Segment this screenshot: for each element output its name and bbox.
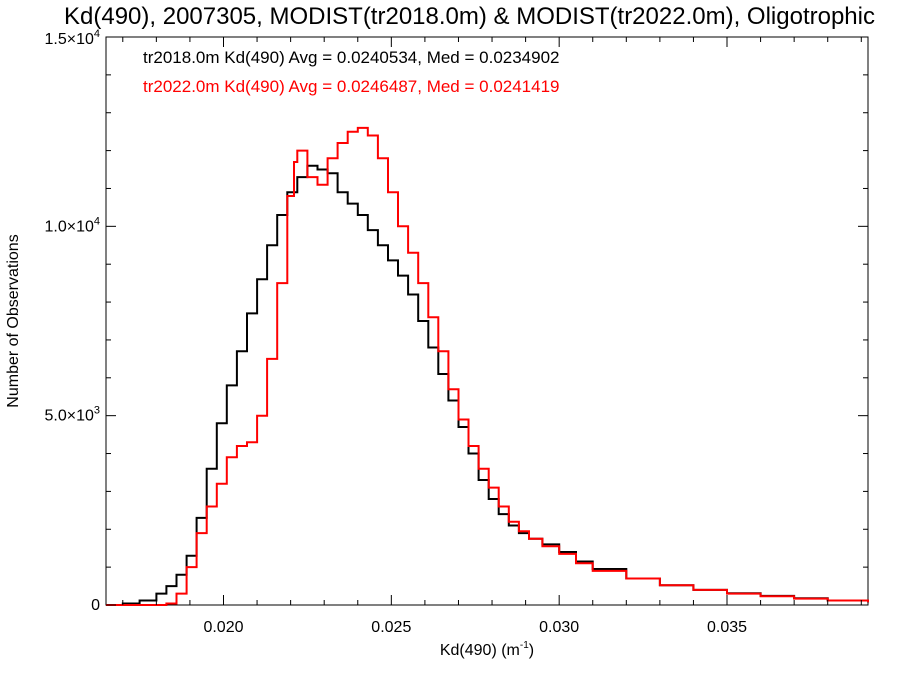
series-line-0: [106, 164, 869, 606]
plot-frame: [105, 36, 869, 606]
annotation-tr2018: tr2018.0m Kd(490) Avg = 0.0240534, Med =…: [143, 48, 560, 67]
x-axis-label: Kd(490) (m-1): [440, 640, 534, 659]
x-tick-labels: 0.020 0.025 0.030 0.035: [203, 619, 747, 636]
x-tick-label: 0.030: [539, 619, 579, 636]
x-tick-label: 0.035: [707, 619, 747, 636]
annotation-tr2022: tr2022.0m Kd(490) Avg = 0.0246487, Med =…: [143, 77, 560, 96]
y-axis-label: Number of Observations: [5, 234, 22, 407]
series-line-1: [106, 126, 869, 606]
y-tick-labels: 0 5.0×103 1.0×104 1.5×104: [44, 28, 100, 614]
x-tick-label: 0.020: [203, 619, 243, 636]
x-axis-label-superscript: -1: [520, 640, 529, 651]
y-tick-label: 5.0×103: [44, 405, 100, 425]
y-tick-label: 1.5×104: [44, 28, 100, 48]
y-tick-label: 0: [91, 597, 100, 614]
x-tick-label: 0.025: [371, 619, 411, 636]
y-tick-label: 1.0×104: [44, 215, 100, 235]
x-axis-label-text: Kd(490) (m: [440, 642, 520, 659]
x-axis-label-close: ): [529, 642, 534, 659]
series-lines: [106, 126, 869, 606]
chart-title: Kd(490), 2007305, MODIST(tr2018.0m) & MO…: [64, 3, 875, 30]
axis-ticks: [106, 36, 868, 606]
